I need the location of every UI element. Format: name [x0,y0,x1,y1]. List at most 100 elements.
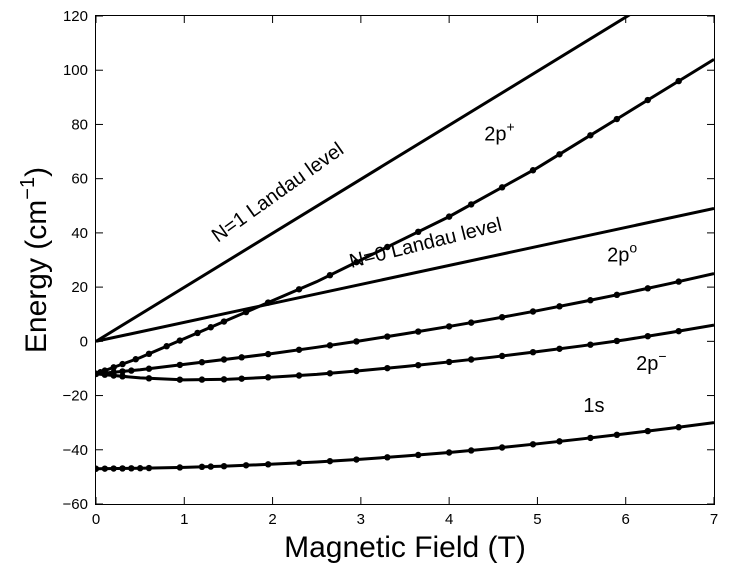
x-tick-label: 1 [180,511,188,528]
data-point [136,465,144,472]
y-tick-label: 40 [71,225,88,242]
data-point [415,361,422,369]
data-point [295,372,303,379]
data-point [415,228,422,235]
data-point [220,462,228,470]
data-point [96,370,100,378]
data-point [132,356,139,363]
x-tick-label: 7 [710,511,718,528]
series-markers-2pminus [96,327,682,383]
data-point [353,338,360,345]
y-tick-label: 120 [63,8,88,25]
data-point [110,364,117,371]
x-tick-label: 6 [622,511,630,528]
x-tick-label: 3 [357,511,365,528]
data-point [145,350,153,357]
data-point [198,463,206,471]
data-point [529,308,537,315]
data-point [326,271,334,279]
data-point [326,370,334,377]
annotation-2po: 2po [607,239,637,266]
data-point [529,167,537,174]
data-point [326,457,334,465]
data-point [415,328,422,335]
data-point [384,454,391,461]
y-axis-label-close: ) [20,167,53,177]
series-line-2po [96,272,714,376]
data-point [587,434,594,442]
data-point [119,360,126,368]
x-axis-ticks: 0 1 2 3 4 5 6 7 [92,16,718,528]
data-point [264,374,272,381]
data-point [556,303,563,310]
annotation-2pplus: 2p+ [484,119,514,146]
data-point [613,431,621,439]
data-point [445,323,453,330]
annotation-n-0-landau-level: N=0 Landau level [347,214,504,273]
data-point [145,365,153,372]
y-axis-label-exponent: −1 [17,177,39,200]
data-point [498,314,506,321]
data-point [353,456,360,463]
data-point [353,258,360,266]
data-point [295,459,303,467]
line-n-1-landau-level [96,16,631,343]
data-point [242,462,250,469]
y-tick-label: 100 [63,62,88,79]
data-point [242,308,250,316]
data-point [119,368,126,375]
data-point [264,299,272,306]
data-point [445,449,453,456]
data-point [498,352,506,360]
y-tick-label: 0 [80,333,88,350]
data-point [295,286,303,293]
data-point [198,376,206,383]
data-point [468,319,475,326]
x-tick-label: 5 [533,511,541,528]
annotation-1s: 1s [583,395,604,417]
data-point [176,464,184,471]
data-point [176,376,184,383]
data-point [101,371,109,378]
data-point [644,285,651,292]
data-point [145,464,153,472]
data-point [207,324,214,331]
data-point [587,341,594,348]
data-point [445,358,453,366]
data-point [264,350,272,358]
data-point [468,201,475,208]
data-point [587,132,594,139]
data-point [498,184,506,191]
series-line-2pplus [96,58,714,376]
y-tick-label: 80 [71,116,88,133]
data-point [498,444,506,451]
data-point [101,465,109,472]
data-point [128,465,135,472]
plot-area [96,16,714,472]
data-point [384,333,391,340]
y-axis-ticks: −60 −40 −20 0 20 40 60 80 100 120 [63,8,714,513]
y-tick-label: 20 [71,279,88,296]
data-point [110,372,117,379]
data-point [163,343,170,350]
data-point [675,327,682,335]
data-point [128,367,135,374]
series-markers-1s [96,424,682,472]
data-point [384,243,391,251]
data-point [556,151,563,158]
y-axis-label-main: Energy (cm [20,200,53,353]
data-point [556,345,563,352]
y-axis-label: Energy (cm−1) [17,167,53,353]
line-n-0-landau-level [96,207,714,343]
data-point [415,451,422,459]
data-point [613,337,621,345]
series-markers-2pplus [96,77,682,378]
data-point [529,348,537,356]
plot-content: N=1 Landau level N=0 Landau level2p+2po2p… [96,16,714,472]
series-markers-2po [96,278,682,378]
plot-frame [95,15,715,505]
data-point [613,291,621,299]
data-point [529,441,537,448]
y-tick-label: 60 [71,171,88,188]
